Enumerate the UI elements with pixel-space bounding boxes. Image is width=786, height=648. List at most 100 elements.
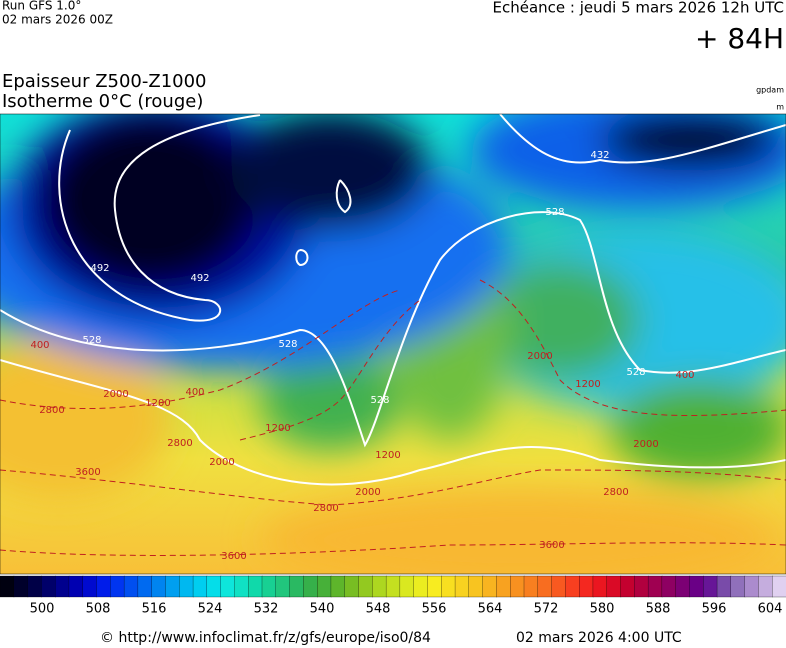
colorbar-swatch: [0, 575, 15, 598]
colorbar-swatch: [330, 575, 346, 598]
colorbar-label: 532: [254, 602, 279, 617]
colorbar-label: 516: [142, 602, 167, 617]
contour-label: 492: [190, 273, 209, 284]
contour-label: 432: [590, 150, 609, 161]
colorbar-swatch: [468, 575, 484, 598]
colorbar-swatch: [261, 575, 277, 598]
contour-label: 1200: [265, 423, 290, 434]
colorbar-swatch: [165, 575, 180, 598]
colorbar-swatch: [96, 575, 111, 598]
contour-label: 2000: [209, 457, 234, 468]
colorbar-swatch: [413, 575, 429, 598]
contour-label: 400: [675, 370, 694, 381]
issued: 02 mars 2026 4:00 UTC: [516, 630, 682, 646]
colorbar-swatch: [289, 575, 305, 598]
colorbar-label: 604: [758, 602, 783, 617]
colorbar-label: 548: [366, 602, 391, 617]
colorbar-swatch: [27, 575, 43, 598]
colorbar-swatch: [592, 575, 608, 598]
contour-label: 2800: [603, 487, 628, 498]
colorbar-swatch: [758, 575, 773, 598]
colorbar-label: 572: [534, 602, 559, 617]
contour-label: 2800: [313, 503, 338, 514]
colorbar-swatch: [427, 575, 442, 598]
colorbar-swatch: [372, 575, 387, 598]
colorbar-swatch: [192, 575, 208, 598]
colorbar-swatch: [772, 575, 786, 598]
colorbar-swatch: [482, 575, 498, 598]
contour-label: 400: [30, 340, 49, 351]
colorbar-swatch: [579, 575, 594, 598]
contour-label: 3600: [75, 467, 100, 478]
contour-label: 528: [278, 339, 297, 350]
colorbar-swatch: [441, 575, 456, 598]
colorbar-swatch: [110, 575, 125, 598]
colorbar-label: 500: [30, 602, 55, 617]
colorbar-swatch: [744, 575, 760, 598]
contour-label: 1200: [575, 379, 600, 390]
colorbar-swatch: [399, 575, 415, 598]
contour-label: 528: [370, 395, 389, 406]
unit-thickness: gpdam: [756, 86, 784, 95]
colorbar-swatch: [675, 575, 691, 598]
colorbar-swatch: [317, 575, 332, 598]
colorbar-swatch: [716, 575, 732, 598]
colorbar-swatch: [647, 575, 663, 598]
forecast-time: Echéance : jeudi 5 mars 2026 12h UTC: [493, 0, 785, 17]
colorbar-swatch: [565, 575, 580, 598]
colorbar-label: 596: [702, 602, 727, 617]
colorbar-swatch: [385, 575, 401, 598]
map-field: [0, 114, 786, 574]
colorbar-label: 524: [198, 602, 223, 617]
colorbar-swatch: [303, 575, 318, 598]
colorbar-label: 564: [478, 602, 503, 617]
contour-label: 1200: [145, 398, 170, 409]
colorbar-swatch: [496, 575, 511, 598]
colorbar-swatch: [358, 575, 373, 598]
colorbar-label: 556: [422, 602, 447, 617]
contour-label: 3600: [539, 540, 564, 551]
colorbar-swatch: [41, 575, 56, 598]
contour-label: 528: [545, 207, 564, 218]
colorbar-swatch: [689, 575, 704, 598]
lead-time: + 84H: [695, 22, 784, 55]
contour-label: 2000: [355, 487, 380, 498]
contour-label: 400: [185, 387, 204, 398]
colorbar-label: 588: [646, 602, 671, 617]
colorbar-swatch: [523, 575, 539, 598]
colorbar-swatch: [68, 575, 84, 598]
contour-label: 2000: [527, 351, 552, 362]
colorbar-swatch: [537, 575, 553, 598]
title-line2: Isotherme 0°C (rouge): [2, 91, 203, 112]
run-label: Run GFS 1.0°: [2, 0, 81, 13]
contour-label: 1200: [375, 450, 400, 461]
colorbar-swatch: [123, 575, 139, 598]
run-date: 02 mars 2026 00Z: [2, 13, 113, 27]
colorbar-swatch: [454, 575, 470, 598]
colorbar-swatch: [551, 575, 567, 598]
colorbar-label: 508: [86, 602, 111, 617]
contour-label: 2000: [633, 439, 658, 450]
title-line1: Epaisseur Z500-Z1000: [2, 71, 207, 92]
colorbar-swatch: [137, 575, 153, 598]
contour-label: 492: [90, 263, 109, 274]
colorbar-swatch: [606, 575, 622, 598]
colorbar-swatch: [730, 575, 746, 598]
colorbar-swatch: [510, 575, 525, 598]
colorbar-swatch: [234, 575, 249, 598]
colorbar-swatch: [275, 575, 291, 598]
colorbar-label: 580: [590, 602, 615, 617]
colorbar-swatch: [661, 575, 677, 598]
colorbar-swatch: [151, 575, 167, 598]
contour-label: 2000: [103, 389, 128, 400]
colorbar-swatch: [634, 575, 649, 598]
source: © http://www.infoclimat.fr/z/gfs/europe/…: [100, 630, 431, 646]
colorbar-label: 540: [310, 602, 335, 617]
colorbar-swatch: [344, 575, 360, 598]
contour-label: 2800: [167, 438, 192, 449]
contour-label: 3600: [221, 551, 246, 562]
contour-label: 528: [626, 367, 645, 378]
colorbar-swatch: [206, 575, 222, 598]
contour-label: 528: [82, 335, 101, 346]
